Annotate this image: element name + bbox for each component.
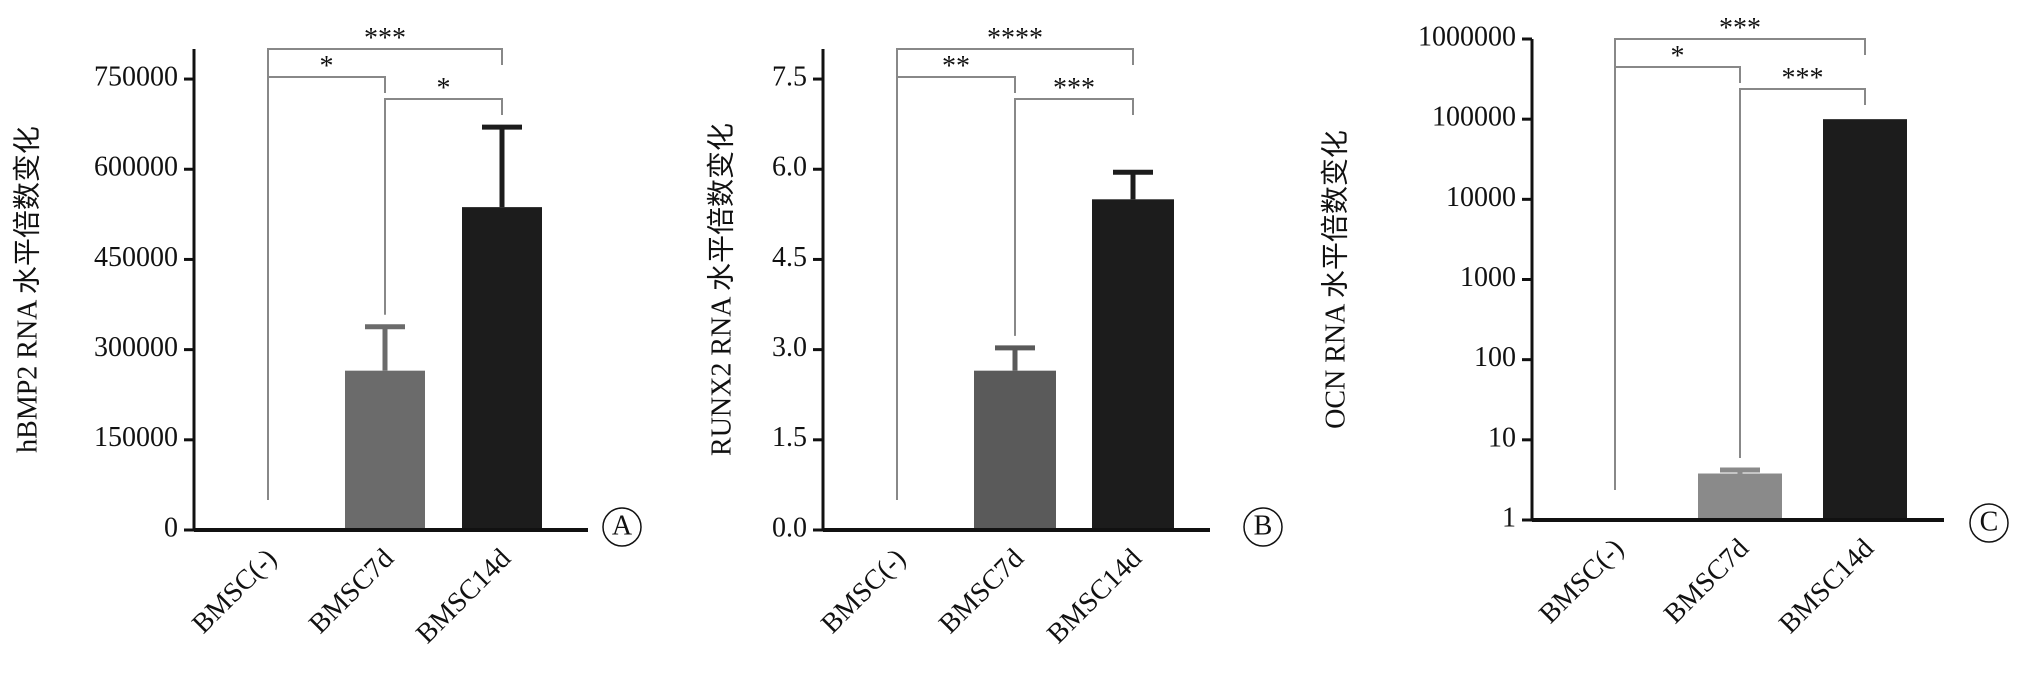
y-tick-label: 4.5 <box>772 242 807 273</box>
significance-bracket <box>896 76 1016 500</box>
y-tick-label: 7.5 <box>772 61 807 92</box>
x-tick-label: BMSC(-) <box>186 543 283 640</box>
x-tick-label: BMSC(-) <box>1533 533 1630 630</box>
y-tick-label: 300000 <box>94 332 178 363</box>
y-tick-label: 3.0 <box>772 332 807 363</box>
significance-bracket <box>1614 66 1741 490</box>
y-tick-label: 6.0 <box>772 152 807 183</box>
y-tick-label: 1000000 <box>1418 21 1516 52</box>
y-axis-label: OCN RNA 水平倍数变化 <box>1319 130 1351 429</box>
y-tick-label: 1000 <box>1460 262 1516 293</box>
significance-label: ** <box>942 51 970 82</box>
bar <box>1092 199 1174 530</box>
panel-label-circle <box>602 507 642 547</box>
y-tick-label: 450000 <box>94 242 178 273</box>
y-tick-label: 1 <box>1502 502 1516 533</box>
significance-label: *** <box>364 23 406 54</box>
x-tick-label: BMSC14d <box>1773 533 1880 640</box>
significance-bracket <box>267 76 386 500</box>
x-tick-label: BMSC14d <box>1041 543 1148 650</box>
significance-bracket <box>1739 88 1866 459</box>
y-tick-label: 0.0 <box>772 512 807 543</box>
significance-label: *** <box>1053 73 1095 104</box>
panel-label: A <box>612 510 633 541</box>
bar <box>345 370 425 530</box>
panel-label: B <box>1254 510 1273 541</box>
y-tick-label: 10 <box>1488 422 1516 453</box>
significance-label: **** <box>987 23 1043 54</box>
x-tick-label: BMSC7d <box>303 543 400 640</box>
panel-label: C <box>1980 506 1999 537</box>
significance-bracket <box>384 98 503 315</box>
x-tick-label: BMSC7d <box>933 543 1030 640</box>
y-tick-label: 100 <box>1474 342 1516 373</box>
significance-label: *** <box>1782 63 1824 94</box>
y-tick-label: 750000 <box>94 61 178 92</box>
significance-label: * <box>1671 41 1685 72</box>
y-tick-label: 10000 <box>1446 182 1516 213</box>
significance-label: *** <box>1719 13 1761 44</box>
y-tick-label: 100000 <box>1432 102 1516 133</box>
y-tick-label: 0 <box>164 512 178 543</box>
x-tick-label: BMSC7d <box>1658 533 1755 630</box>
bar <box>462 207 542 530</box>
significance-bracket <box>1014 98 1134 336</box>
y-axis-label: hBMP2 RNA 水平倍数变化 <box>11 126 43 453</box>
y-tick-label: 600000 <box>94 152 178 183</box>
panel-label-circle <box>1969 503 2009 543</box>
y-axis-label: RUNX2 RNA 水平倍数变化 <box>705 123 737 456</box>
x-tick-label: BMSC(-) <box>815 543 912 640</box>
bar <box>1823 119 1907 521</box>
panel-label-circle <box>1243 507 1283 547</box>
bar <box>974 370 1056 530</box>
significance-label: * <box>320 51 334 82</box>
significance-label: * <box>437 73 451 104</box>
x-tick-label: BMSC14d <box>410 543 517 650</box>
y-tick-label: 150000 <box>94 422 178 453</box>
y-tick-label: 1.5 <box>772 422 807 453</box>
bar <box>1698 473 1782 520</box>
